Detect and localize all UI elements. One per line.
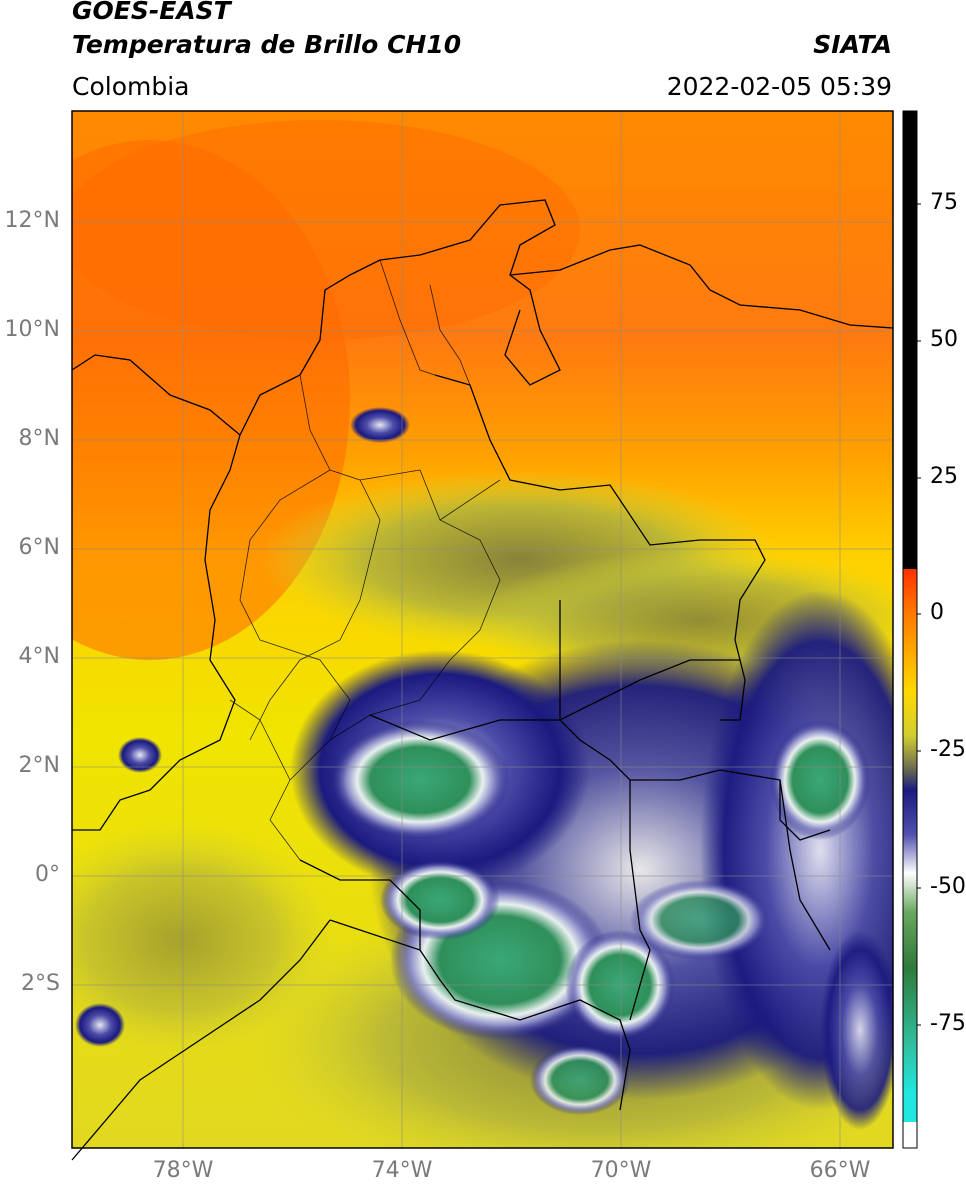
colorbar-tick-minus25: -25 (930, 737, 966, 762)
colorbar-tick-minus50: -50 (930, 874, 966, 899)
lat-label-0: 0° (35, 862, 60, 887)
colorbar-tick-50: 50 (930, 327, 958, 352)
colorbar-tick-0: 0 (930, 600, 944, 625)
brightness-temperature-field (72, 111, 893, 1148)
lat-label-2n: 2°N (18, 753, 60, 778)
satellite-title: GOES-EAST (72, 0, 231, 25)
colorbar-tick-minus75: -75 (930, 1011, 966, 1036)
map-frame (71, 110, 894, 1149)
graticule (72, 111, 893, 1148)
region-label: Colombia (72, 72, 190, 101)
lat-label-10n: 10°N (4, 317, 60, 342)
lon-label-78w: 78°W (152, 1158, 214, 1183)
political-boundaries (71, 199, 894, 1161)
lat-label-6n: 6°N (18, 535, 60, 560)
lat-label-8n: 8°N (18, 426, 60, 451)
product-title: Temperatura de Brillo CH10 (72, 30, 462, 59)
agency-label: SIATA (813, 30, 892, 59)
colorbar-tick-75: 75 (930, 190, 958, 215)
lat-label-4n: 4°N (18, 644, 60, 669)
lon-label-74w: 74°W (371, 1158, 433, 1183)
datetime-label: 2022-02-05 05:39 (666, 72, 892, 101)
colorbar (902, 110, 921, 1149)
lat-label-2s: 2°S (21, 971, 60, 996)
lon-label-66w: 66°W (809, 1158, 871, 1183)
department-boundaries (229, 259, 501, 861)
lon-label-70w: 70°W (590, 1158, 652, 1183)
colorbar-tick-25: 25 (930, 464, 958, 489)
lat-label-12n: 12°N (4, 208, 60, 233)
